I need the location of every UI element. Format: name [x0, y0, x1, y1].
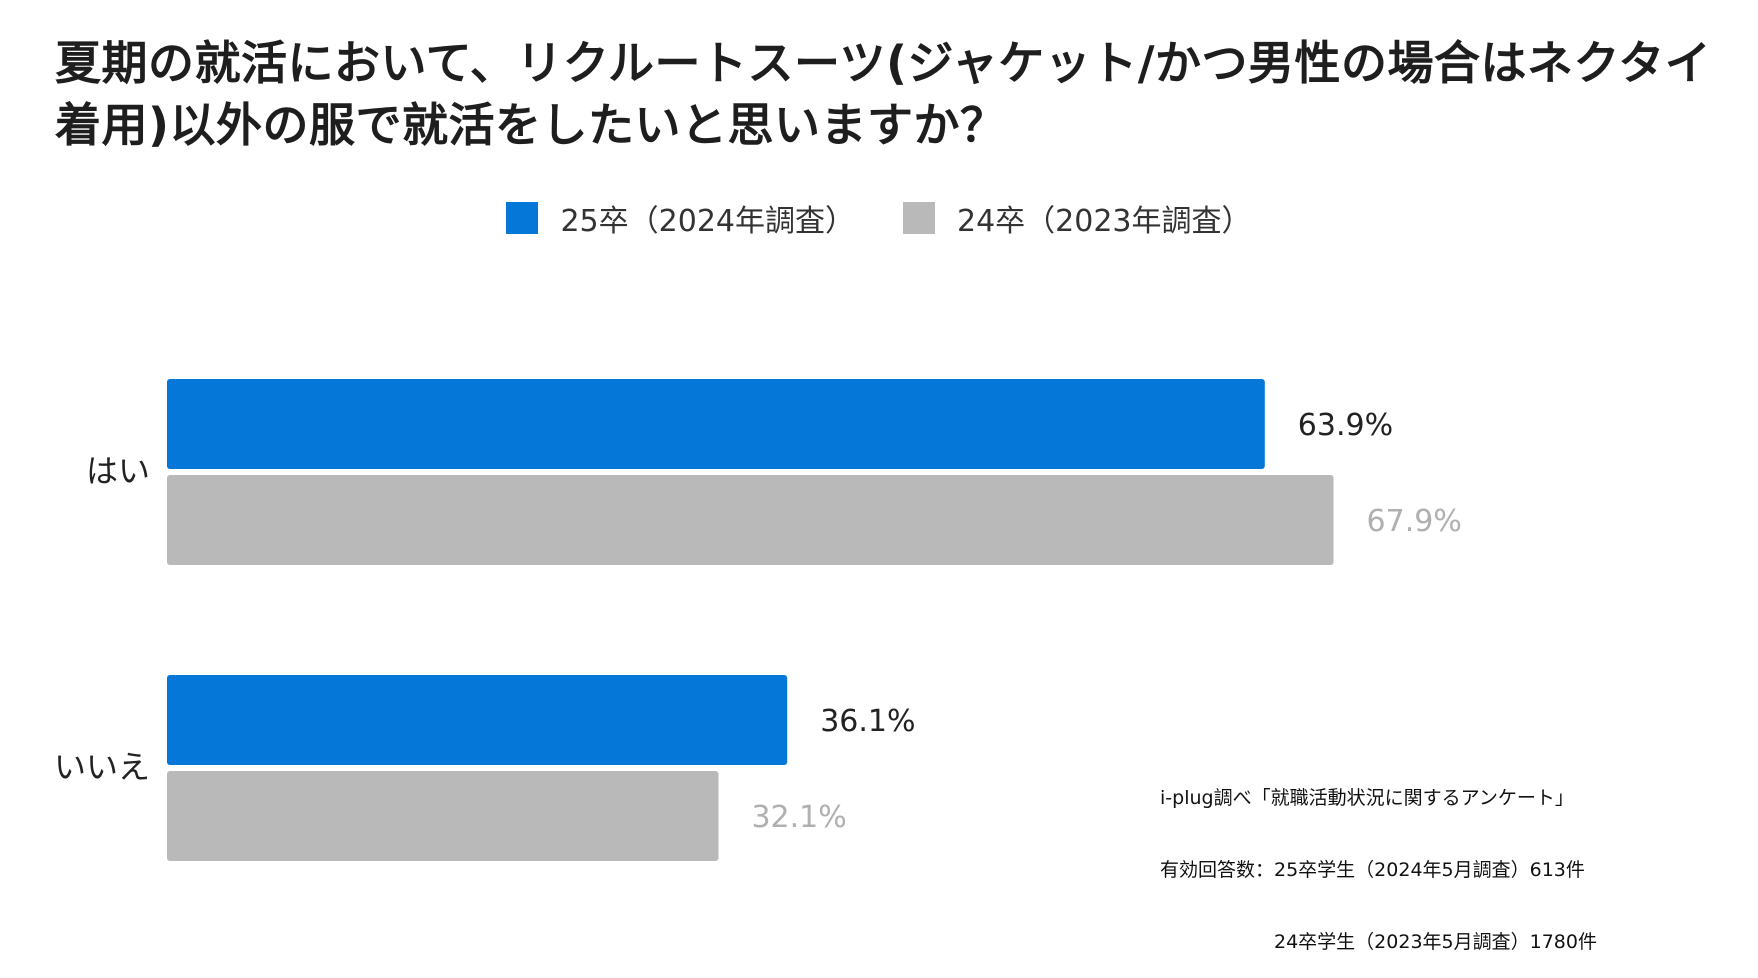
bar-0-1	[167, 475, 1334, 565]
bar-chart: はい 63.9% 67.9% いいえ 36.1% 32.1%	[54, 379, 1462, 861]
value-label-1-0: 36.1%	[820, 704, 915, 739]
source-note-line-1: i-plug調べ「就職活動状況に関するアンケート」	[1160, 787, 1574, 809]
category-label-0: はい	[86, 452, 150, 490]
bar-1-1	[167, 771, 719, 861]
legend-item-24: 24卒（2023年調査）	[903, 196, 1252, 240]
chart-title: 夏期の就活において、リクルートスーツ(ジャケット/かつ男性の場合はネクタイ着用)…	[55, 36, 1712, 152]
value-label-0-0: 63.9%	[1298, 408, 1393, 443]
legend-label-25: 25卒（2024年調査）	[560, 204, 855, 239]
legend-item-25: 25卒（2024年調査）	[506, 196, 855, 240]
legend-label-24: 24卒（2023年調査）	[957, 204, 1252, 239]
category-label-1: いいえ	[54, 748, 150, 786]
value-label-0-1: 67.9%	[1367, 504, 1462, 539]
chart-legend: 25卒（2024年調査） 24卒（2023年調査）	[0, 196, 1758, 240]
legend-swatch-24	[903, 202, 935, 234]
value-label-1-1: 32.1%	[751, 800, 846, 835]
source-note: i-plug調べ「就職活動状況に関するアンケート」 有効回答数：25卒学生（20…	[1160, 738, 1597, 978]
bar-1-0	[167, 675, 788, 765]
bar-0-0	[167, 379, 1265, 469]
source-note-line-2: 有効回答数：25卒学生（2024年5月調査）613件	[1160, 859, 1585, 881]
source-note-line-3: 24卒学生（2023年5月調査）1780件	[1160, 931, 1597, 953]
legend-swatch-25	[506, 202, 539, 234]
